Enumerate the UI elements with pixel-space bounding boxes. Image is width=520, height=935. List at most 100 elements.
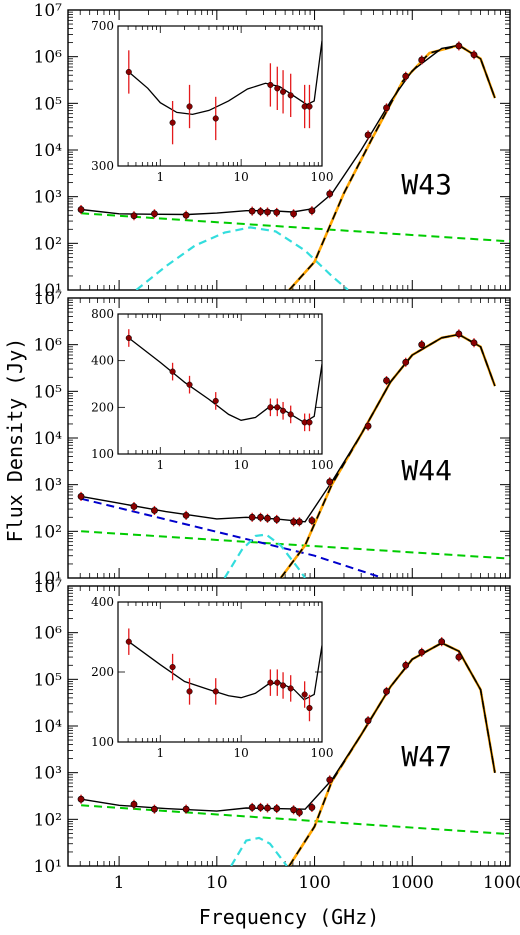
data-point	[290, 210, 297, 218]
inset-x-tick-label: 1	[156, 170, 164, 184]
inset-x-tick-label: 10	[233, 746, 248, 760]
y-tick-label: 10⁵	[34, 670, 63, 690]
y-tick-label: 10³	[34, 764, 62, 784]
data-point	[182, 211, 190, 219]
data-point	[273, 516, 281, 523]
data-point	[130, 800, 138, 808]
synchrotron-line	[81, 530, 510, 560]
inset-data-point	[274, 85, 281, 92]
x-tick-label: 100	[298, 873, 330, 893]
data-point	[308, 207, 316, 215]
data-point	[248, 513, 256, 521]
panel-label: W44	[401, 454, 452, 487]
x-tick-label: 10	[206, 873, 228, 893]
y-tick-label: 10⁷	[34, 1, 63, 21]
data-point	[364, 131, 372, 139]
inset-y-tick-label: 700	[91, 19, 114, 33]
inset-data-point	[306, 103, 313, 110]
data-point	[77, 493, 85, 500]
panel-label: W43	[401, 168, 452, 201]
inset-data-point	[280, 682, 287, 689]
data-point	[470, 51, 478, 59]
inset-data-point	[267, 404, 274, 411]
data-point	[264, 208, 271, 216]
inset-x-tick-label: 10	[233, 170, 248, 184]
data-point	[257, 513, 264, 521]
data-point	[383, 688, 390, 695]
inset-y-tick-label: 300	[91, 159, 114, 173]
y-tick-label: 10⁷	[34, 577, 63, 597]
data-point	[308, 517, 316, 524]
x-tick-label: 1	[114, 873, 125, 893]
data-point	[402, 358, 410, 366]
inset-frame	[117, 601, 323, 743]
spinning-dust-line	[230, 836, 288, 866]
data-point	[182, 511, 190, 519]
y-tick-label: 10⁴	[34, 429, 63, 449]
inset-data-point	[186, 381, 193, 388]
data-point	[257, 208, 264, 215]
total-model-line	[81, 44, 496, 216]
data-point	[77, 206, 85, 213]
data-point	[383, 377, 390, 384]
inset-data-point	[274, 679, 281, 686]
inset-plot: 1 10 100 300 700	[91, 19, 333, 184]
data-point	[455, 330, 463, 338]
data-point	[257, 804, 264, 811]
data-point	[383, 104, 390, 112]
y-tick-label: 10¹	[34, 569, 62, 589]
data-point	[296, 809, 303, 816]
data-point	[290, 806, 297, 814]
inset-x-tick-label: 100	[311, 170, 334, 184]
inset-data-point	[287, 685, 294, 692]
data-point	[273, 209, 281, 216]
y-tick-label: 10²	[34, 234, 62, 254]
inset-data-point	[267, 81, 274, 88]
inset-y-tick-label: 100	[91, 735, 114, 749]
panel-label: W47	[401, 740, 452, 773]
inset-data-point	[267, 679, 274, 686]
inset-y-tick-label: 100	[91, 447, 114, 461]
data-point	[402, 72, 410, 80]
inset-y-tick-label: 800	[91, 307, 114, 321]
data-point	[326, 478, 334, 486]
inset-data-point	[186, 103, 193, 110]
y-tick-label: 10⁶	[34, 624, 63, 644]
data-point	[326, 776, 334, 784]
data-point	[418, 648, 426, 656]
data-point	[77, 795, 85, 803]
inset-plot: 1 10 100 100 200 400	[91, 595, 333, 760]
data-point	[130, 503, 138, 510]
data-point	[455, 653, 463, 661]
y-tick-label: 10¹	[34, 281, 62, 301]
inset-data-point	[212, 688, 219, 695]
x-tick-label: 1000	[391, 873, 434, 893]
inset-x-tick-label: 100	[311, 458, 334, 472]
data-point	[418, 56, 426, 64]
inset-data-point	[306, 704, 313, 712]
y-tick-label: 10²	[34, 522, 62, 542]
data-point	[151, 507, 158, 514]
inset-x-tick-label: 1	[156, 458, 164, 472]
inset-plot: 1 10 100 100 200 400 800	[91, 307, 333, 472]
data-point	[273, 805, 281, 812]
y-tick-label: 10⁵	[34, 94, 63, 114]
y-tick-label: 10⁵	[34, 382, 63, 402]
data-point	[326, 190, 334, 198]
spinning-dust-line	[223, 533, 307, 578]
inset-data-point	[169, 368, 176, 375]
y-tick-label: 10²	[34, 810, 62, 830]
inset-x-tick-label: 1	[156, 746, 164, 760]
inset-data-point	[280, 88, 287, 95]
inset-data-point	[125, 638, 132, 645]
data-point	[470, 339, 478, 347]
synchrotron-steep-line	[80, 497, 384, 578]
inset-data-point	[212, 397, 219, 404]
inset-y-tick-label: 400	[91, 595, 114, 609]
y-tick-label: 10⁶	[34, 336, 63, 356]
y-tick-label: 10³	[34, 188, 62, 208]
data-point	[438, 638, 446, 646]
data-point	[264, 804, 271, 812]
y-tick-label: 10⁷	[34, 289, 63, 309]
